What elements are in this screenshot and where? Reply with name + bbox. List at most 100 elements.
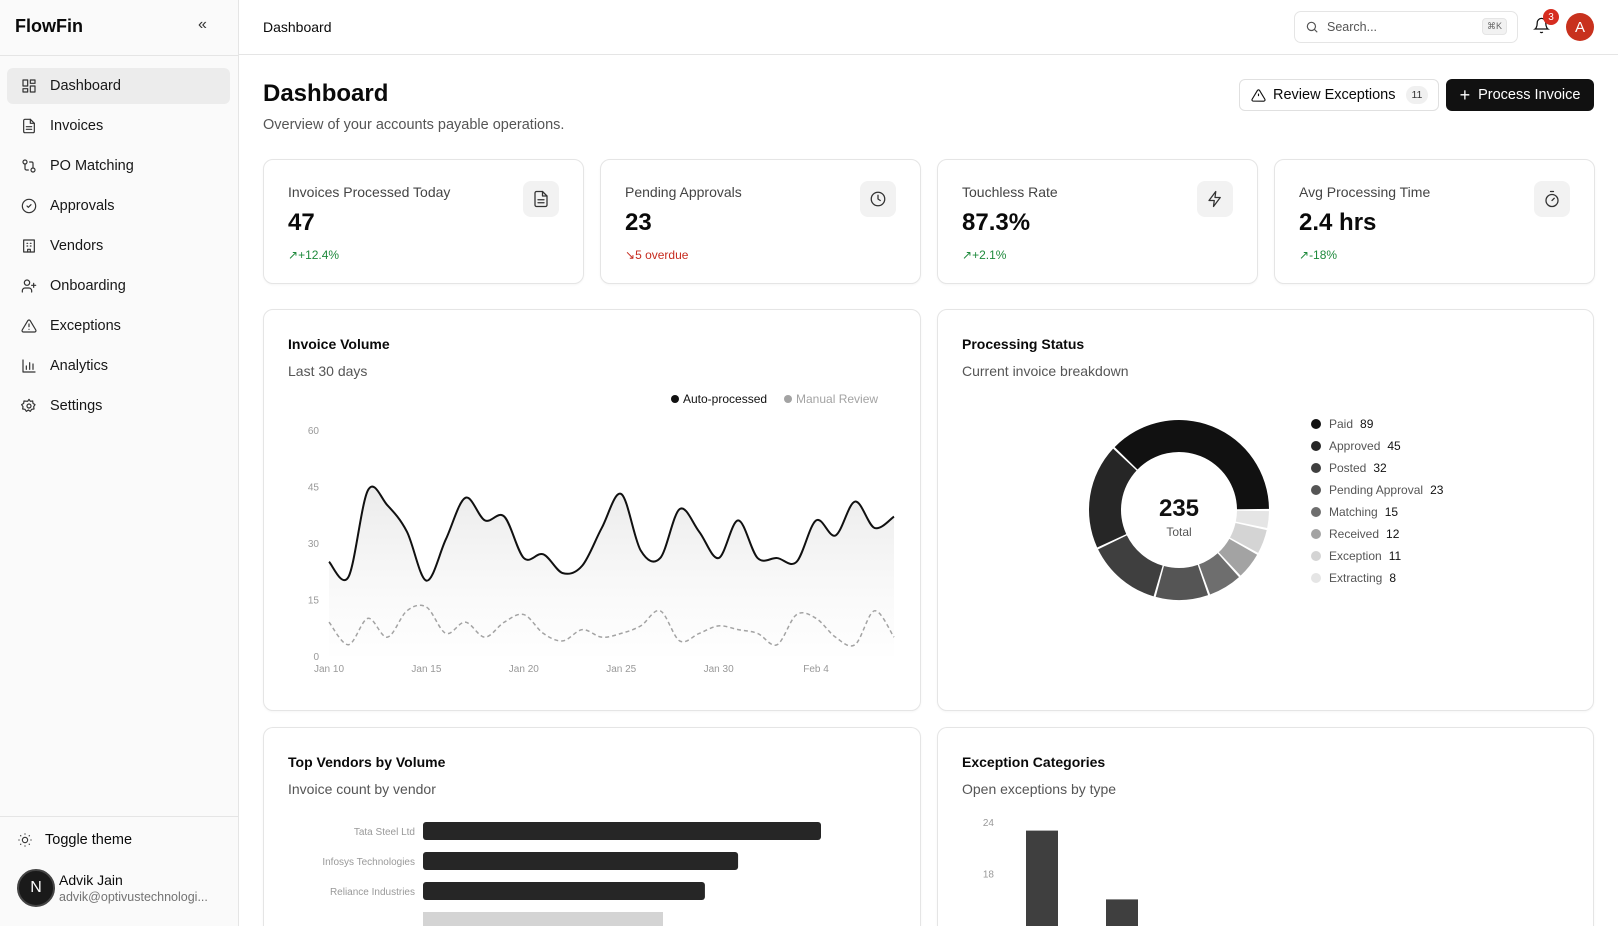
exception-categories-chart: 24 18 — [983, 818, 1138, 926]
kpi-value: 47 — [288, 209, 315, 236]
legend-value: 89 — [1360, 417, 1374, 431]
building-icon — [23, 239, 35, 253]
search-placeholder: Search... — [1327, 20, 1378, 34]
check-circle-icon — [21, 198, 37, 214]
donut-slice — [1218, 538, 1258, 576]
x-tick-label: Jan 10 — [314, 664, 344, 675]
brand-logo: FlowFin — [15, 16, 83, 36]
y-tick-label: 30 — [308, 539, 320, 550]
trending-up-icon: ↗ — [1299, 248, 1310, 262]
sidebar-item-label: Exceptions — [50, 318, 121, 334]
sidebar-item-exceptions[interactable]: Exceptions — [7, 308, 230, 344]
legend-label: Auto-processed — [683, 392, 767, 406]
user-plus-icon — [21, 279, 37, 293]
kpi-title: Touchless Rate — [962, 184, 1058, 200]
top-vendors-chart: Tata Steel Ltd Infosys Technologies Relian… — [322, 822, 821, 926]
y-tick-label: 60 — [308, 426, 320, 437]
exception-categories-card: Exception Categories Open exceptions by … — [937, 727, 1594, 926]
y-tick-label: 15 — [308, 596, 320, 607]
review-label: Review Exceptions — [1273, 87, 1396, 103]
search-input[interactable]: Search... ⌘K — [1294, 11, 1518, 43]
clock-icon — [860, 181, 896, 217]
sidebar-item-invoices[interactable]: Invoices — [7, 108, 230, 144]
review-exceptions-button[interactable]: Review Exceptions 11 — [1239, 79, 1439, 111]
breadcrumb: Dashboard — [263, 19, 332, 35]
kpi-card-touchless-rate: Touchless Rate 87.3% ↗+2.1% — [937, 159, 1258, 284]
legend-value: 23 — [1430, 483, 1444, 497]
sidebar-item-dashboard[interactable]: Dashboard — [7, 68, 230, 104]
kpi-delta: ↗-18% — [1299, 248, 1338, 262]
toggle-theme-button[interactable]: Toggle theme — [17, 832, 132, 848]
exception-bar — [1106, 899, 1138, 926]
sidebar-item-approvals[interactable]: Approvals — [7, 188, 230, 224]
legend-label: Approved 45 — [1329, 439, 1401, 453]
sidebar-item-settings[interactable]: Settings — [7, 388, 230, 424]
donut-slice — [1230, 522, 1267, 553]
sidebar-item-analytics[interactable]: Analytics — [7, 348, 230, 384]
sidebar-item-label: Analytics — [50, 358, 109, 374]
legend-value: 11 — [1389, 549, 1402, 563]
exception-bar — [1026, 830, 1058, 926]
plus-icon: + — [1459, 84, 1471, 105]
collapse-sidebar-icon[interactable]: « — [198, 16, 207, 33]
sidebar-item-label: Dashboard — [50, 78, 121, 94]
invoice-volume-chart: 0 15 30 45 60 Jan 10 Jan 15 Jan 20 Jan 25 Jan 30 F… — [308, 392, 895, 675]
sidebar-item-label: Approvals — [50, 198, 115, 214]
legend-label: Posted 32 — [1329, 461, 1387, 475]
zap-icon — [1197, 181, 1233, 217]
file-text-icon — [23, 118, 35, 134]
sidebar-nav: Dashboard Invoices PO Matching Approvals… — [7, 68, 230, 428]
x-tick-label: Jan 25 — [606, 664, 636, 675]
kpi-delta: ↗+2.1% — [962, 248, 1007, 262]
bell-icon — [1533, 17, 1550, 34]
x-tick-label: Jan 30 — [704, 664, 734, 675]
kpi-delta: ↗+12.4% — [288, 248, 340, 262]
legend-value: 32 — [1373, 461, 1387, 475]
trending-up-icon: ↗ — [962, 248, 973, 262]
sidebar-item-label: Onboarding — [50, 278, 126, 294]
donut-slice — [1235, 510, 1269, 529]
alert-triangle-icon — [1251, 88, 1266, 102]
divider — [0, 55, 238, 56]
processing-status-card: Processing Status Current invoice breakd… — [937, 309, 1594, 711]
notifications-button[interactable] — [1533, 17, 1550, 39]
y-tick-label: 45 — [308, 483, 320, 494]
avatar[interactable]: A — [1566, 13, 1594, 41]
user-email: advik@optivustechnologi... — [59, 890, 208, 904]
user-profile[interactable]: N Advik Jain advik@optivustechnologi... — [17, 869, 208, 907]
kpi-title: Invoices Processed Today — [288, 184, 451, 200]
card-title: Exception Categories — [962, 754, 1106, 770]
legend-value: 8 — [1389, 571, 1396, 585]
legend-label: Received 12 — [1329, 527, 1400, 541]
legend-marker — [784, 395, 792, 403]
donut-slice — [1114, 419, 1269, 510]
vendor-bar — [423, 912, 663, 926]
sidebar-item-po-matching[interactable]: PO Matching — [7, 148, 230, 184]
process-invoice-button[interactable]: + Process Invoice — [1446, 79, 1594, 111]
donut-slice — [1155, 564, 1209, 600]
legend-value: 12 — [1386, 527, 1400, 541]
legend-marker — [671, 395, 679, 403]
card-title: Top Vendors by Volume — [288, 754, 446, 770]
sidebar-item-label: PO Matching — [50, 158, 134, 174]
legend-marker — [1311, 419, 1321, 429]
trending-up-icon: ↗ — [288, 248, 299, 262]
kpi-value: 87.3% — [962, 209, 1031, 236]
auto-processed-area — [329, 486, 894, 656]
legend-marker — [1311, 573, 1321, 583]
sidebar-item-vendors[interactable]: Vendors — [7, 228, 230, 264]
sidebar-item-label: Invoices — [50, 118, 104, 134]
card-subtitle: Invoice count by vendor — [288, 781, 436, 797]
sidebar-item-onboarding[interactable]: Onboarding — [7, 268, 230, 304]
kpi-card-pending-approvals: Pending Approvals 23 ↘5 overdue — [600, 159, 921, 284]
toggle-theme-label: Toggle theme — [45, 832, 133, 848]
kpi-value: 2.4 hrs — [1299, 209, 1377, 236]
donut-slice — [1089, 448, 1137, 548]
sidebar: FlowFin « Dashboard Invoices PO Matching… — [0, 0, 239, 926]
vendor-label: Tata Steel Ltd — [354, 827, 415, 838]
processing-status-donut: 235 Total Paid 89 Approved 45 Posted 32 Pendin… — [1089, 417, 1444, 600]
legend-marker — [1311, 441, 1321, 451]
shortcut-hint: ⌘K — [1481, 18, 1507, 35]
donut-total-label: Total — [1166, 525, 1191, 539]
exceptions-count-badge: 11 — [1405, 86, 1429, 104]
